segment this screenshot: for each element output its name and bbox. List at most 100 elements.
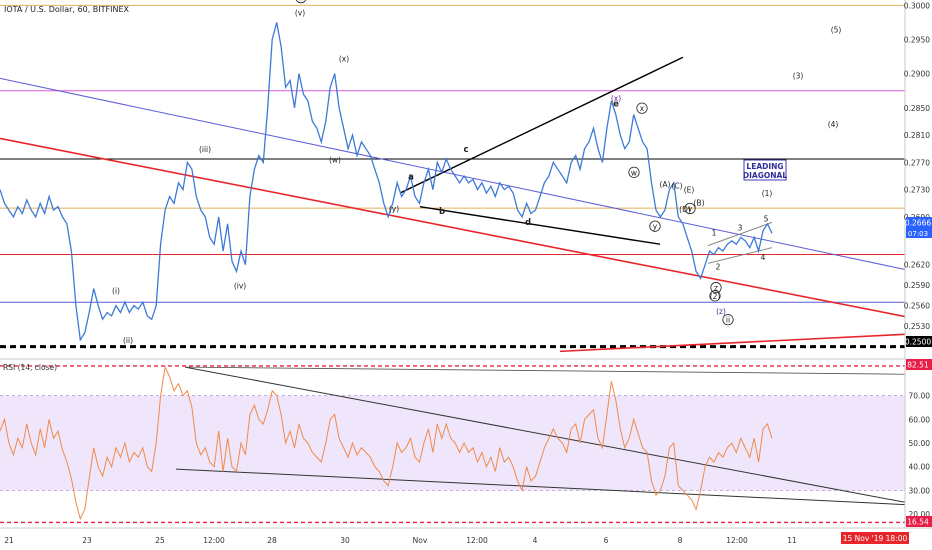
rsi-tick-label: 70.00 [909, 392, 931, 401]
price-tick-label: 0.2810 [904, 131, 930, 140]
wave-label: (iii) [199, 145, 211, 154]
time-tick-label: 8 [678, 536, 683, 545]
wave-label-ring [709, 290, 721, 302]
symbol-title: IOTA / U.S. Dollar, 60, BITFINEX [4, 5, 130, 14]
wave-label: x [640, 104, 645, 113]
diagonal-lower-line [707, 247, 773, 264]
price-tick-label: 0.2560 [904, 302, 930, 311]
wave-label: (z) [716, 307, 726, 316]
price-tick-label: 0.2730 [904, 186, 930, 195]
wave-label: e [613, 99, 619, 109]
time-tick-label: 23 [82, 536, 92, 545]
wave-label: (1) [762, 189, 773, 198]
wave-label-ring [649, 220, 661, 232]
wave-label: (B) [694, 198, 705, 207]
rsi-top-tag [906, 359, 932, 370]
wave-label-ring [684, 202, 696, 215]
price-tick-label: 0.2620 [904, 261, 930, 270]
price-tick-label: 0.2850 [904, 104, 930, 113]
level-2500-value: 0.2500 [905, 338, 931, 347]
time-tick-label: 11 [787, 536, 797, 545]
last-price-value: 0.2666 [905, 219, 931, 228]
rsi-label: RSI (14, close) [3, 363, 57, 372]
wave-label: 5 [764, 215, 769, 224]
wave-label: (v) [295, 9, 305, 18]
wave-label: (5) [831, 26, 842, 35]
rsi-panel: RSI (14, close) [0, 363, 906, 524]
rsi-top-value: 82.51 [907, 361, 929, 370]
wave-label: (x) [611, 94, 621, 103]
current-time-tag [841, 532, 909, 544]
price-tick-label: 0.2590 [904, 281, 930, 290]
time-tick-label: 21 [4, 536, 14, 545]
time-tick-label: 28 [267, 536, 277, 545]
time-tick-label: 4 [533, 536, 538, 545]
wave-label: i [300, 0, 302, 3]
wave-label: (4) [828, 120, 839, 129]
time-tick-label: Nov [413, 536, 428, 545]
time-tick-label: 6 [604, 536, 609, 545]
price-series-line [0, 22, 773, 342]
rsi-scale[interactable]: 70.00 60.00 50.00 40.00 30.00 20.00 82.51 16.… [906, 359, 932, 527]
rsi-trendlines [175, 366, 906, 506]
rsi-tick-label: 40.00 [909, 463, 931, 472]
price-panel: (i) (ii) (iii) (iv) (v) (x) (w) (y) (x) (z) (1) (2)… [0, 0, 906, 353]
wave-label: 1 [712, 228, 717, 237]
wedge-lower-line [419, 206, 661, 245]
wave-label: (2) [710, 292, 721, 301]
last-price-tag [906, 217, 932, 228]
wave-label: 4 [761, 253, 766, 262]
wave-label: y [653, 222, 658, 231]
rsi-guide-lines [0, 365, 905, 524]
wave-label: (x) [339, 54, 349, 63]
wave-label: (E) [684, 185, 695, 194]
rsi-tick-label: 50.00 [909, 439, 931, 448]
time-tick-label: 30 [340, 536, 350, 545]
price-tick-label: 0.3000 [904, 1, 930, 10]
rsi-tick-label: 20.00 [909, 510, 931, 519]
rsi-bottom-value: 16.54 [907, 518, 929, 527]
wave-label: (w) [329, 155, 341, 164]
rsi-bottom-tag [906, 516, 932, 527]
wave-label: c [463, 145, 468, 155]
wave-label: (i) [112, 286, 120, 295]
annotation-leading: LEADING [746, 162, 783, 171]
wave-label: a [408, 172, 414, 182]
time-tick-label: 25 [155, 536, 165, 545]
wave-label: (A) [660, 180, 671, 189]
red-support-line [559, 333, 906, 353]
countdown-tag [906, 228, 932, 238]
diagonal-upper-line [707, 221, 773, 247]
wave-label: b [439, 207, 445, 217]
wave-label-ring [295, 0, 307, 4]
time-axis[interactable]: 21 23 25 12:00 28 30 Nov 12:00 4 6 8 12:00 11 15 Nov… [0, 527, 932, 545]
wave-label: ii [726, 316, 730, 325]
wave-label: (iv) [234, 282, 246, 291]
rsi-tick-label: 30.00 [909, 486, 931, 495]
wave-label-ring [628, 166, 640, 178]
wave-label: (C) [671, 181, 682, 190]
wedge-upper-line [399, 56, 684, 194]
wave-label: 3 [738, 224, 743, 233]
rsi-lower-trendline [175, 468, 906, 506]
rsi-series-line [0, 365, 773, 521]
wave-label: (3) [793, 71, 804, 80]
wave-label: w [631, 168, 637, 177]
wave-label: (y) [389, 204, 399, 213]
price-scale[interactable]: 0.3000 0.2950 0.2900 0.2850 0.2810 0.2770 0.27… [904, 0, 932, 528]
price-tick-label: 0.2950 [904, 36, 930, 45]
horizontal-levels [0, 4, 905, 349]
current-time-value: 15 Nov '19 18:00 [843, 534, 908, 543]
rsi-band [0, 395, 905, 491]
rsi-tick-label: 60.00 [909, 415, 931, 424]
wave-label: (ii) [123, 336, 133, 345]
time-tick-label: 12:00 [466, 536, 488, 545]
wave-label-ring [710, 282, 722, 294]
wave-label-ring [722, 314, 734, 326]
rsi-ceiling-line [184, 366, 906, 375]
countdown-value: 07:03 [908, 230, 928, 238]
rsi-upper-trendline [184, 366, 906, 503]
wave-label: z [714, 284, 718, 293]
wave-labels: (i) (ii) (iii) (iv) (v) (x) (w) (y) (x) (z) (1) (2)… [112, 0, 841, 345]
